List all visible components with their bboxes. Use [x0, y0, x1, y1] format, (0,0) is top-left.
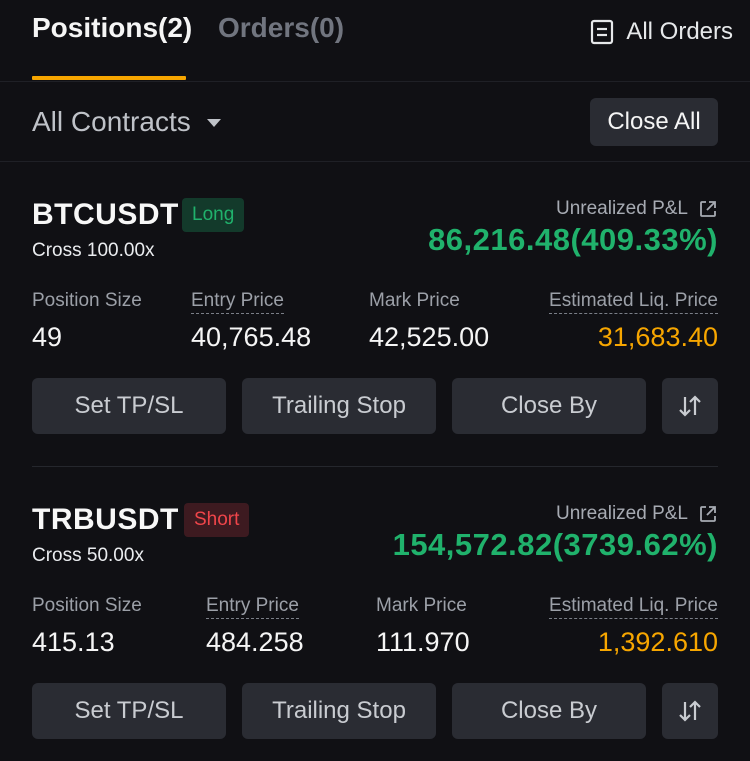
mark-price-label: Mark Price [376, 595, 467, 616]
mark-price-stat: Mark Price 111.970 [376, 595, 470, 658]
side-badge-long: Long [182, 198, 245, 232]
mark-price-value: 42,525.00 [369, 322, 490, 352]
position-size-value: 49 [32, 322, 63, 352]
position-symbol[interactable]: TRBUSDT [32, 503, 179, 536]
document-list-icon [591, 19, 614, 45]
entry-price-value: 484.258 [206, 627, 304, 657]
position-size-value: 415.13 [32, 627, 115, 657]
all-orders-label: All Orders [626, 18, 733, 45]
trailing-stop-button[interactable]: Trailing Stop [242, 683, 436, 739]
entry-price-label[interactable]: Entry Price [206, 595, 299, 619]
entry-price-value: 40,765.48 [191, 322, 312, 352]
external-link-icon[interactable] [698, 199, 718, 219]
position-symbol[interactable]: BTCUSDT [32, 198, 179, 231]
reverse-position-button[interactable] [662, 683, 718, 739]
unrealized-pnl-label[interactable]: Unrealized P&L [556, 503, 718, 525]
tab-orders[interactable]: Orders(0) [218, 12, 345, 43]
set-tpsl-button[interactable]: Set TP/SL [32, 683, 226, 739]
reverse-position-button[interactable] [662, 378, 718, 434]
close-by-button[interactable]: Close By [452, 378, 646, 434]
tab-positions[interactable]: Positions(2) [32, 12, 193, 43]
position-size-stat: Position Size 49 [32, 290, 142, 353]
contracts-dropdown[interactable]: All Contracts [32, 106, 221, 138]
close-by-button[interactable]: Close By [452, 683, 646, 739]
liq-price-label[interactable]: Estimated Liq. Price [549, 290, 718, 314]
leverage-label[interactable]: Cross 50.00x [32, 545, 144, 566]
set-tpsl-button[interactable]: Set TP/SL [32, 378, 226, 434]
unrealized-pnl-label-text: Unrealized P&L [555, 198, 688, 219]
position-size-label: Position Size [32, 290, 142, 311]
all-orders-link[interactable]: All Orders [590, 18, 733, 46]
liq-price-stat: Estimated Liq. Price 31,683.40 [549, 290, 718, 353]
mark-price-label: Mark Price [369, 290, 460, 311]
mark-price-value: 111.970 [376, 627, 470, 657]
active-tab-indicator [32, 76, 186, 80]
liq-price-label[interactable]: Estimated Liq. Price [549, 595, 718, 619]
filter-row: All Contracts Close All [0, 82, 750, 162]
unrealized-pnl-value: 154,572.82(3739.62%) [392, 527, 718, 562]
tab-bar: Positions(2) Orders(0) All Orders [0, 0, 750, 82]
unrealized-pnl-label[interactable]: Unrealized P&L [556, 198, 718, 220]
card-divider [32, 466, 718, 467]
swap-vertical-icon [679, 395, 701, 417]
caret-down-icon [206, 119, 221, 127]
liq-price-stat: Estimated Liq. Price 1,392.610 [549, 595, 718, 658]
close-all-button[interactable]: Close All [590, 98, 718, 146]
liq-price-value: 31,683.40 [597, 322, 718, 352]
position-size-stat: Position Size 415.13 [32, 595, 142, 658]
external-link-icon[interactable] [698, 504, 718, 524]
entry-price-label[interactable]: Entry Price [191, 290, 284, 314]
entry-price-stat: Entry Price 484.258 [206, 595, 304, 658]
entry-price-stat: Entry Price 40,765.48 [191, 290, 311, 353]
mark-price-stat: Mark Price 42,525.00 [369, 290, 489, 353]
liq-price-value: 1,392.610 [597, 627, 718, 657]
side-badge-short: Short [184, 503, 250, 537]
unrealized-pnl-label-text: Unrealized P&L [555, 503, 688, 524]
unrealized-pnl-value: 86,216.48(409.33%) [428, 222, 718, 257]
contracts-dropdown-label: All Contracts [32, 106, 191, 137]
swap-vertical-icon [679, 700, 701, 722]
leverage-label[interactable]: Cross 100.00x [32, 240, 155, 261]
trailing-stop-button[interactable]: Trailing Stop [242, 378, 436, 434]
position-size-label: Position Size [32, 595, 142, 616]
